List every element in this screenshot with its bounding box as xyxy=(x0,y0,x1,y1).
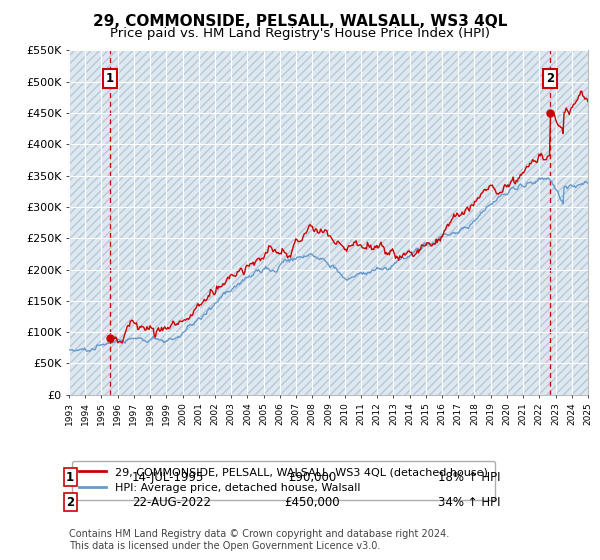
Text: 1: 1 xyxy=(66,470,74,484)
Text: £450,000: £450,000 xyxy=(284,496,340,509)
Text: Price paid vs. HM Land Registry's House Price Index (HPI): Price paid vs. HM Land Registry's House … xyxy=(110,27,490,40)
Text: 2: 2 xyxy=(545,72,554,85)
Text: £90,000: £90,000 xyxy=(288,470,336,484)
Text: Contains HM Land Registry data © Crown copyright and database right 2024.
This d: Contains HM Land Registry data © Crown c… xyxy=(69,529,449,551)
Text: 18% ↑ HPI: 18% ↑ HPI xyxy=(438,470,500,484)
Legend: 29, COMMONSIDE, PELSALL, WALSALL, WS3 4QL (detached house), HPI: Average price, : 29, COMMONSIDE, PELSALL, WALSALL, WS3 4Q… xyxy=(72,461,495,500)
Text: 22-AUG-2022: 22-AUG-2022 xyxy=(132,496,211,509)
Text: 29, COMMONSIDE, PELSALL, WALSALL, WS3 4QL: 29, COMMONSIDE, PELSALL, WALSALL, WS3 4Q… xyxy=(93,14,507,29)
Text: 2: 2 xyxy=(66,496,74,509)
Text: 34% ↑ HPI: 34% ↑ HPI xyxy=(438,496,500,509)
Text: 14-JUL-1995: 14-JUL-1995 xyxy=(132,470,205,484)
Text: 1: 1 xyxy=(106,72,114,85)
